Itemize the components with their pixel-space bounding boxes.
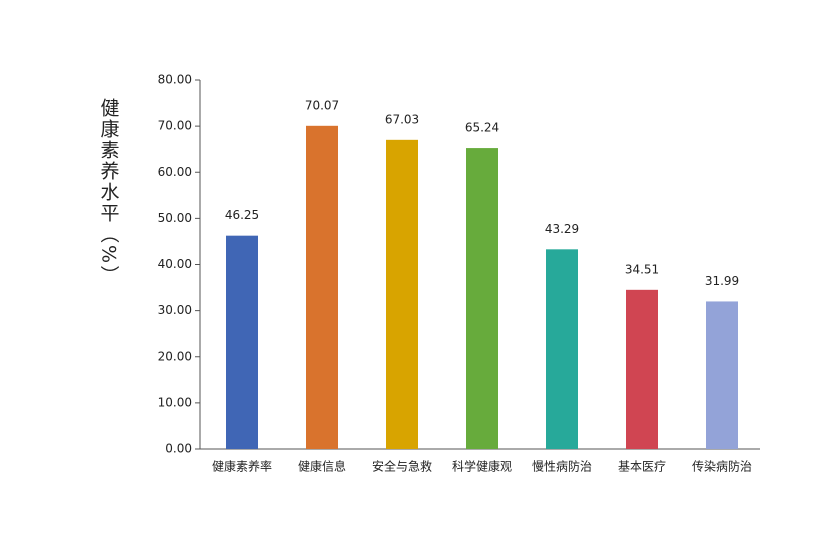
bar: [706, 301, 738, 449]
value-label: 67.03: [385, 112, 419, 126]
y-tick-label: 40.00: [158, 257, 192, 271]
bar: [546, 249, 578, 449]
y-tick-label: 10.00: [158, 395, 192, 409]
y-tick-label: 30.00: [158, 303, 192, 317]
value-label: 65.24: [465, 121, 499, 135]
y-axis-label: 健康素养水平（%）: [98, 98, 120, 286]
x-tick-label: 健康素养率: [212, 459, 272, 474]
bar: [386, 139, 418, 449]
value-label: 70.07: [305, 98, 339, 112]
x-tick-label: 安全与急救: [372, 459, 432, 474]
x-tick-label: 科学健康观: [452, 459, 512, 474]
x-tick-label: 慢性病防治: [532, 459, 592, 474]
y-tick-label: 50.00: [158, 211, 192, 225]
x-tick-label: 传染病防治: [692, 459, 752, 474]
y-tick-label: 20.00: [158, 349, 192, 363]
x-tick-label: 健康信息: [298, 459, 346, 474]
bar: [626, 289, 658, 449]
y-tick-label: 70.00: [158, 119, 192, 133]
value-label: 43.29: [545, 222, 579, 236]
bar: [226, 235, 258, 449]
y-tick-label: 80.00: [158, 73, 192, 87]
bar: [466, 148, 498, 449]
bar: [306, 125, 338, 449]
value-label: 46.25: [225, 208, 259, 222]
x-tick-label: 基本医疗: [618, 460, 666, 474]
value-label: 34.51: [625, 262, 659, 276]
value-label: 31.99: [705, 274, 739, 288]
y-tick-label: 60.00: [158, 165, 192, 179]
y-tick-label: 0.00: [165, 442, 192, 456]
